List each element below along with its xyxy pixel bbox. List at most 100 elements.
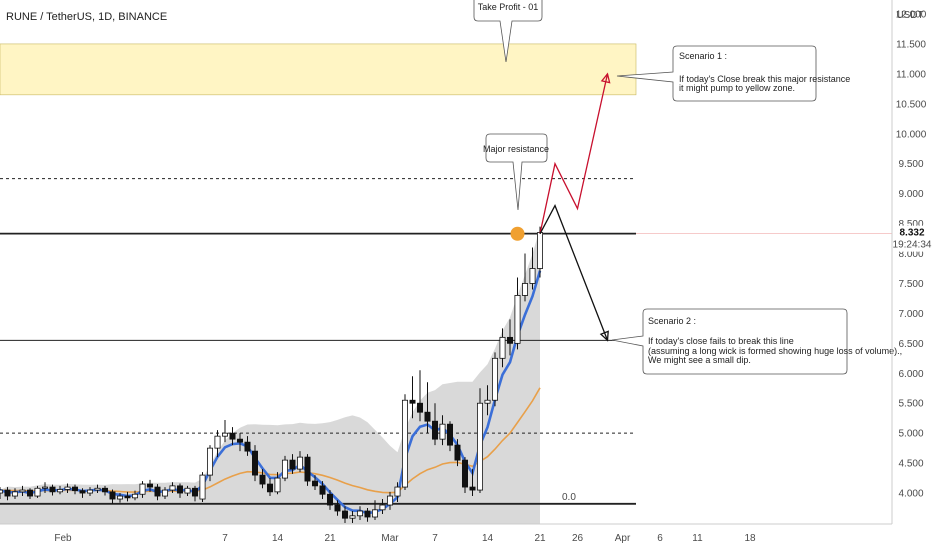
candle-47	[349, 511, 356, 523]
scenario1-callout[interactable]: Scenario 1 : If today's Close break this…	[616, 45, 850, 102]
candle-body-58	[431, 420, 438, 440]
candle-30	[221, 419, 228, 443]
candle-60	[446, 421, 453, 452]
candle-19	[139, 481, 146, 498]
candle-body-63	[469, 486, 476, 491]
x-tick-11: 11	[692, 533, 703, 544]
candle-body-41	[304, 456, 311, 482]
candle-57	[424, 382, 431, 434]
candle-body-70	[522, 283, 529, 296]
x-tick-4: Mar	[381, 533, 399, 544]
candle-1	[4, 487, 11, 501]
candle-body-6	[42, 486, 49, 489]
candle-body-68	[506, 336, 513, 344]
time-axis[interactable]: Feb 7 14 21 Mar 7 14 21 26 Apr 6 11 18	[54, 533, 756, 544]
y-tick-15: 11.000	[896, 69, 926, 80]
candle-10	[72, 484, 79, 495]
y-tick-8: 7.500	[898, 279, 923, 290]
candle-13	[94, 484, 101, 494]
candle-44	[326, 490, 333, 510]
take-profit-label: Take Profit - 01	[478, 2, 539, 12]
y-tick-7: 7.000	[898, 309, 923, 320]
y-tick-9: 8.000	[898, 249, 923, 260]
y-tick-2: 4.500	[898, 459, 923, 470]
candle-body-23	[169, 485, 176, 491]
candle-body-55	[409, 399, 416, 404]
x-tick-7: 21	[534, 533, 546, 544]
y-tick-14: 10.500	[896, 99, 927, 110]
major-resistance-callout[interactable]: Major resistance	[483, 133, 549, 211]
scenario2-title: Scenario 2 :	[648, 316, 696, 326]
candle-body-5	[34, 487, 41, 497]
candle-body-35	[259, 474, 266, 485]
candle-38	[281, 455, 288, 482]
candle-body-14	[102, 487, 109, 493]
candle-8	[57, 485, 64, 495]
candle-body-52	[386, 495, 393, 506]
candle-body-7	[49, 486, 56, 493]
y-tick-3: 5.000	[898, 429, 923, 440]
candle-59	[439, 415, 446, 446]
candle-31	[229, 427, 236, 446]
candle-14	[102, 485, 109, 496]
scenario2-line2: (assuming a long wick is formed showing …	[648, 346, 902, 356]
current-price-badge: 8.332 19:24:34	[893, 225, 932, 252]
candle-32	[236, 433, 243, 452]
currency-label: USDT	[896, 10, 923, 21]
candle-body-50	[371, 509, 378, 518]
candle-64	[476, 388, 483, 494]
take-profit-callout[interactable]: Take Profit - 01	[473, 0, 543, 63]
bar-countdown: 19:24:34	[893, 240, 932, 251]
candle-55	[409, 376, 416, 419]
candle-body-53	[394, 486, 401, 497]
candle-body-57	[424, 411, 431, 422]
candle-50	[371, 500, 378, 520]
candle-body-62	[461, 459, 468, 488]
candle-15	[109, 489, 116, 504]
y-tick-6: 6.500	[898, 339, 923, 350]
y-tick-1: 4.000	[898, 489, 923, 500]
x-tick-8: 26	[572, 533, 584, 544]
scenario2-callout[interactable]: Scenario 2 : If today's close fails to b…	[611, 308, 902, 375]
candle-2	[11, 488, 18, 500]
x-tick-9: Apr	[615, 533, 631, 544]
candle-body-12	[87, 489, 94, 494]
candle-22	[161, 487, 168, 500]
candle-body-37	[274, 477, 281, 493]
candle-body-4	[26, 489, 33, 497]
candle-21	[154, 484, 161, 501]
current-price: 8.332	[899, 228, 924, 239]
candle-body-65	[484, 399, 491, 404]
candle-33	[244, 436, 251, 456]
scenario1-line2: it might pump to yellow zone.	[679, 83, 795, 93]
x-tick-12: 18	[744, 533, 756, 544]
scenario1-arrowhead	[600, 72, 611, 84]
candle-62	[461, 457, 468, 494]
candle-49	[364, 508, 371, 522]
candle-body-59	[439, 423, 446, 440]
candle-40	[296, 451, 303, 473]
candle-56	[416, 370, 423, 422]
candle-43	[319, 481, 326, 500]
y-tick-4: 5.500	[898, 399, 923, 410]
candle-body-28	[206, 447, 213, 476]
candle-61	[454, 439, 461, 467]
candle-body-20	[146, 483, 153, 488]
candle-body-26	[191, 487, 198, 497]
candle-9	[64, 483, 71, 494]
candle-63	[469, 469, 476, 497]
candle-24	[176, 483, 183, 498]
candle-3	[19, 485, 26, 497]
candle-69	[514, 277, 521, 350]
candle-body-60	[446, 423, 453, 446]
x-tick-10: 6	[657, 533, 663, 544]
candle-body-39	[289, 459, 296, 470]
candle-66	[491, 352, 498, 407]
candle-29	[214, 430, 221, 458]
price-axis[interactable]: 4.000 4.500 5.000 5.500 6.000 6.500 7.000 7.500…	[896, 9, 927, 499]
candle-7	[49, 484, 56, 496]
x-tick-0: Feb	[54, 533, 72, 544]
candle-body-24	[176, 485, 183, 494]
y-tick-17: 12.000	[896, 9, 927, 20]
